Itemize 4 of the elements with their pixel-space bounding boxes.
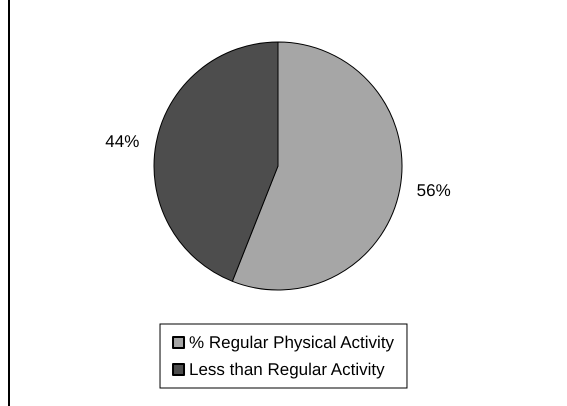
data-label: 44% [105,132,140,151]
legend-label: % Regular Physical Activity [189,333,395,352]
legend-label: Less than Regular Activity [189,360,386,379]
data-label: 56% [416,181,451,200]
